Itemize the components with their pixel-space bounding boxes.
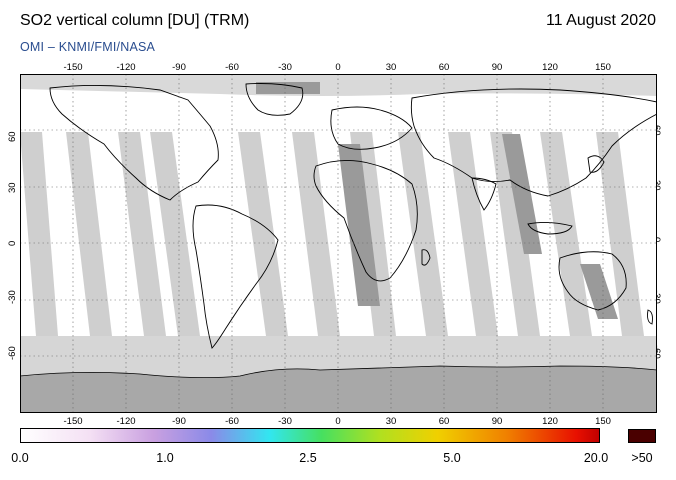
colorbar-label: 5.0 [443,451,461,465]
orbit-swath [66,132,112,336]
colorbar-label: 2.5 [299,451,317,465]
orbit-swath-overlap [502,134,542,254]
lon-tick-bottom: 30 [385,416,397,427]
map-frame [20,74,657,413]
lon-tick-bottom: -60 [225,416,239,427]
colorbar-label: >50 [631,451,653,465]
orbit-swath [490,132,540,336]
europe-coast [330,106,413,150]
orbit-swaths-dark [256,82,618,319]
orbit-swath [292,132,340,336]
lon-tick-top: -90 [172,62,186,73]
lon-tick-top: -150 [63,62,83,73]
greenland-coast [245,83,304,116]
map-title: SO2 vertical column [DU] (TRM) [20,12,250,29]
lon-tick-top: 120 [542,62,558,73]
colorbar-gradient [20,428,600,443]
lon-tick-bottom: -30 [278,416,292,427]
orbit-swath [20,132,58,336]
colorbar-label: 1.0 [156,451,174,465]
orbit-swath [150,132,200,336]
lat-tick-left: -30 [7,290,18,304]
lat-tick-left: 30 [7,182,18,193]
antarctica [20,365,657,413]
orbit-swath-overlap [256,82,320,94]
lon-tick-bottom: 120 [542,416,558,427]
lon-tick-top: -60 [225,62,239,73]
lon-tick-bottom: 90 [491,416,503,427]
orbit-swath-overlap [338,144,380,306]
coastlines [49,83,657,349]
indonesia-coast [527,221,573,235]
africa-coast [313,160,418,282]
lat-tick-left: 0 [7,240,18,246]
new-zealand-coast [647,309,653,325]
orbit-swath-overlap [580,264,618,319]
orbit-swath [448,132,498,336]
so2-world-map [20,74,657,413]
lon-tick-bottom: -120 [116,416,136,427]
orbit-swath [540,132,592,336]
south-america-coast [192,204,279,349]
orbit-swath [118,132,166,336]
lon-tick-top: -30 [278,62,292,73]
lon-tick-top: 150 [595,62,611,73]
lon-tick-top: 60 [438,62,450,73]
map-date: 11 August 2020 [545,12,656,29]
india-coast [471,177,497,211]
lon-tick-top: 90 [491,62,503,73]
australia-coast [558,251,627,311]
credit-line: OMI – KNMI/FMI/NASA [20,40,156,54]
lat-tick-left: 60 [7,131,18,142]
north-america-coast [49,84,219,201]
colorbar-overflow-swatch [628,429,656,443]
japan-coast [587,155,605,173]
lon-tick-bottom: -90 [172,416,186,427]
madagascar-coast [421,249,431,266]
orbit-swath [596,132,644,336]
lon-tick-bottom: 0 [335,416,341,427]
colorbar [20,428,600,443]
lon-tick-top: 0 [335,62,341,73]
lon-tick-bottom: 150 [595,416,611,427]
lon-tick-top: 30 [385,62,397,73]
colorbar-label: 0.0 [11,451,29,465]
lon-tick-top: -120 [116,62,136,73]
asia-coast [410,88,657,197]
lat-tick-left: -60 [7,346,18,360]
lon-tick-bottom: 60 [438,416,450,427]
lon-tick-bottom: -150 [63,416,83,427]
colorbar-label: 20.0 [583,451,609,465]
orbit-swath [238,132,288,336]
